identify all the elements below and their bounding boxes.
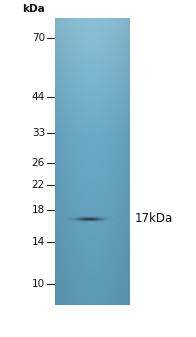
- Text: 14: 14: [32, 237, 45, 247]
- Text: kDa: kDa: [22, 4, 45, 14]
- Text: 17kDa: 17kDa: [135, 212, 173, 225]
- Text: 33: 33: [32, 128, 45, 138]
- Text: 44: 44: [32, 92, 45, 102]
- Text: 18: 18: [32, 205, 45, 215]
- Text: 26: 26: [32, 158, 45, 168]
- Text: 10: 10: [32, 279, 45, 289]
- Text: 70: 70: [32, 33, 45, 43]
- Text: 22: 22: [32, 180, 45, 190]
